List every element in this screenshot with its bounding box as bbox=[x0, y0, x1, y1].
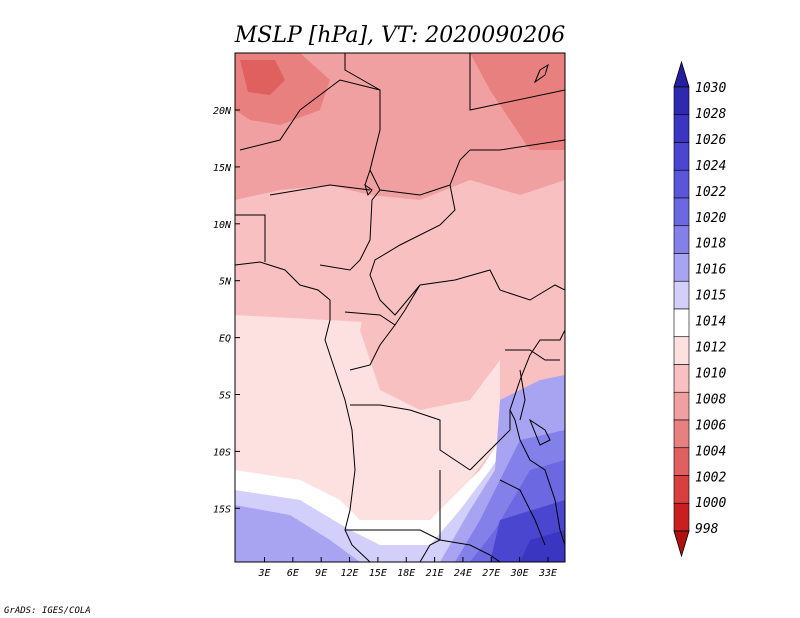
colorbar-label: 1006 bbox=[695, 418, 726, 433]
country-borders bbox=[235, 53, 565, 562]
colorbar-swatch bbox=[673, 447, 690, 476]
lon-label: 33E bbox=[538, 568, 557, 579]
colorbar-cap-bottom bbox=[673, 530, 690, 558]
lat-label: 20N bbox=[213, 106, 232, 117]
lat-label: 15S bbox=[213, 504, 231, 515]
lat-label: 5N bbox=[219, 277, 232, 288]
colorbar-label: 1028 bbox=[695, 107, 726, 122]
lat-label: 5S bbox=[219, 391, 231, 402]
colorbar-label: 1015 bbox=[695, 289, 726, 304]
colorbar-swatch bbox=[673, 225, 690, 254]
colorbar-swatch bbox=[673, 391, 690, 421]
lon-label: 30E bbox=[510, 568, 529, 579]
pressure-region-sahara-core bbox=[240, 60, 285, 95]
pressure-region-southeast-core bbox=[520, 530, 565, 562]
lon-label: 15E bbox=[369, 568, 387, 579]
lon-label: 24E bbox=[454, 568, 472, 579]
colorbar-label: 998 bbox=[695, 522, 719, 537]
colorbar-label: 1008 bbox=[695, 392, 726, 407]
colorbar-swatch bbox=[673, 308, 690, 338]
lat-label: 10N bbox=[213, 220, 232, 231]
colorbar-label: 1022 bbox=[695, 185, 726, 200]
colorbar-swatch bbox=[673, 419, 690, 449]
colorbar-label: 1018 bbox=[695, 237, 726, 252]
lon-label: 3E bbox=[257, 568, 270, 579]
pressure-region-south-1016 bbox=[235, 505, 360, 562]
lon-label: 6E bbox=[287, 568, 299, 579]
colorbar-label: 1000 bbox=[695, 496, 726, 511]
lon-label: 9E bbox=[315, 568, 327, 579]
colorbar-label: 1020 bbox=[695, 211, 726, 226]
colorbar: 1030 1028 1026 1024 1022 1020 1018 1016 1015 1014… bbox=[673, 60, 726, 558]
colorbar-swatch bbox=[673, 169, 690, 199]
colorbar-swatch bbox=[673, 142, 690, 171]
lat-label: 15N bbox=[213, 163, 232, 174]
colorbar-label: 1024 bbox=[695, 159, 726, 174]
colorbar-label: 1016 bbox=[695, 263, 726, 278]
colorbar-swatch bbox=[673, 253, 690, 282]
colorbar-label: 1004 bbox=[695, 444, 726, 459]
pressure-region-central-africa bbox=[360, 235, 500, 410]
map-title: MSLP [hPa], VT: 2020090206 bbox=[234, 23, 565, 48]
colorbar-label: 1010 bbox=[695, 366, 726, 381]
colorbar-label: 1002 bbox=[695, 470, 726, 485]
latitude-axis: 20N 15N 10N 5N EQ 5S 10S 15S bbox=[213, 106, 240, 515]
lat-label: 10S bbox=[213, 447, 231, 458]
colorbar-swatch bbox=[673, 86, 690, 116]
colorbar-swatch bbox=[673, 197, 690, 227]
lon-label: 21E bbox=[426, 568, 444, 579]
lon-label: 18E bbox=[397, 568, 415, 579]
lon-label: 12E bbox=[341, 568, 359, 579]
longitude-axis: 3E 6E 9E 12E 15E 18E 21E 24E 27E 30E 33E bbox=[257, 557, 557, 579]
grads-credit: GrADS: IGES/COLA bbox=[4, 606, 91, 616]
colorbar-swatch bbox=[673, 280, 690, 310]
colorbar-swatch bbox=[673, 364, 690, 393]
lon-label: 27E bbox=[482, 568, 500, 579]
map-field bbox=[235, 53, 565, 562]
colorbar-label: 1014 bbox=[695, 315, 726, 330]
colorbar-label: 1012 bbox=[695, 341, 726, 356]
map-frame bbox=[234, 52, 566, 563]
colorbar-swatch bbox=[673, 502, 690, 532]
lat-label: EQ bbox=[219, 334, 231, 345]
colorbar-swatch bbox=[673, 114, 690, 143]
colorbar-cap-top bbox=[673, 60, 690, 88]
colorbar-label: 1030 bbox=[695, 81, 726, 96]
colorbar-swatch bbox=[673, 475, 690, 504]
colorbar-label: 1026 bbox=[695, 133, 726, 148]
colorbar-swatch bbox=[673, 336, 690, 365]
